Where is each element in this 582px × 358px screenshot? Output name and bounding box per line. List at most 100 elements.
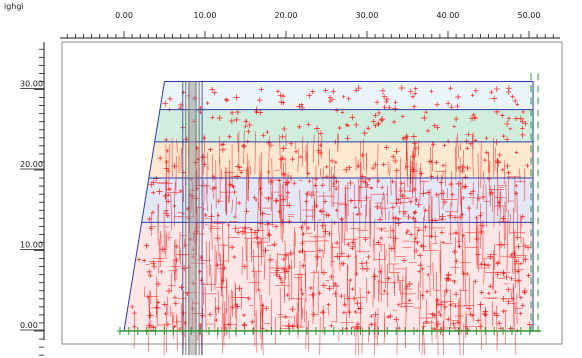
stress-line-v <box>246 167 248 201</box>
base-fixity-mark <box>482 327 489 335</box>
plastic-point <box>412 145 419 152</box>
stress-line-v <box>477 153 480 202</box>
stress-line-v <box>438 194 440 220</box>
plastic-point <box>465 272 470 277</box>
stress-line-v <box>215 251 217 284</box>
plastic-point <box>234 173 241 180</box>
plastic-point <box>392 235 399 242</box>
top-ruler: 0.00 10.00 20.00 30.00 40.00 50.00 <box>60 11 560 39</box>
plastic-point <box>364 260 369 266</box>
stress-line-v <box>293 315 295 330</box>
plastic-point <box>484 150 489 155</box>
plastic-point <box>353 309 358 314</box>
stress-line-v <box>347 265 349 312</box>
plastic-point <box>400 114 405 119</box>
plastic-point <box>365 182 370 187</box>
plastic-point <box>297 124 302 130</box>
plastic-point <box>173 257 180 263</box>
plastic-point <box>472 115 478 121</box>
plastic-point <box>456 166 461 170</box>
plastic-point <box>287 180 291 185</box>
plastic-point <box>254 110 259 115</box>
plastic-point <box>214 234 221 242</box>
plastic-point <box>455 180 462 188</box>
base-fixity-mark <box>410 327 417 335</box>
plastic-point <box>154 304 160 310</box>
layer-2-fill <box>154 109 534 142</box>
plastic-point <box>286 202 293 209</box>
plastic-point <box>357 211 363 217</box>
plastic-point <box>434 192 440 198</box>
plastic-point <box>147 312 154 319</box>
plastic-point <box>412 187 417 192</box>
plastic-point <box>280 93 286 99</box>
plastic-point <box>392 158 399 164</box>
plastic-point <box>514 184 518 188</box>
plastic-point <box>282 172 287 177</box>
plastic-point <box>157 155 163 161</box>
plastic-point <box>466 305 472 312</box>
plastic-point <box>353 205 358 210</box>
plastic-point <box>404 164 409 169</box>
plastic-point <box>354 271 359 276</box>
plastic-point <box>442 304 448 310</box>
plastic-point <box>183 321 187 325</box>
plastic-point <box>462 233 466 238</box>
plastic-point <box>344 135 351 142</box>
plastic-point <box>171 163 178 170</box>
base-fixity-mark <box>295 327 302 335</box>
plastic-point <box>167 96 173 102</box>
plastic-point <box>341 261 346 266</box>
plastic-point <box>346 96 351 102</box>
plastic-point <box>258 220 264 227</box>
base-fixity-mark <box>232 327 239 335</box>
plastic-point <box>451 321 456 327</box>
stress-line-v <box>258 188 260 211</box>
stress-line-v <box>206 241 208 286</box>
plastic-point <box>492 311 497 316</box>
plastic-point <box>233 215 237 219</box>
plastic-point <box>266 169 271 175</box>
plastic-point <box>383 95 391 103</box>
plastic-point <box>363 236 369 242</box>
stress-line-v <box>406 137 408 176</box>
plastic-point <box>313 183 318 188</box>
stress-line-v <box>230 289 232 330</box>
plastic-point <box>383 144 390 150</box>
plastic-point <box>346 164 353 171</box>
plastic-point <box>520 213 526 220</box>
plastic-point <box>346 123 350 128</box>
layer-4-fill <box>141 178 534 223</box>
plastic-point <box>164 208 169 213</box>
plastic-point <box>503 274 510 280</box>
plastic-point <box>273 224 279 229</box>
plastic-point <box>159 246 167 253</box>
plastic-point <box>460 212 465 216</box>
stress-line-v <box>479 203 482 249</box>
stress-line-v <box>234 281 236 319</box>
plastic-point <box>319 222 326 229</box>
plastic-point <box>506 170 511 176</box>
plastic-point <box>200 313 206 319</box>
plastic-point <box>274 273 279 277</box>
plastic-point <box>232 225 239 232</box>
plastic-point <box>370 165 376 171</box>
stress-line-v <box>507 175 510 204</box>
plastic-point <box>487 253 494 260</box>
plastic-point <box>435 301 441 307</box>
stress-line-v <box>432 262 434 291</box>
plastic-point <box>520 302 526 308</box>
stress-line-v <box>279 135 281 169</box>
stress-line-v <box>270 177 272 212</box>
plastic-point <box>236 285 243 292</box>
left-tick-label: 30.00 <box>20 80 43 89</box>
pile-element[interactable] <box>182 81 203 356</box>
plastic-point <box>318 130 324 136</box>
plastic-point <box>479 262 484 267</box>
stress-line-v <box>158 238 160 274</box>
plastic-point <box>166 193 171 197</box>
base-fixity-mark <box>241 327 248 335</box>
plastic-point <box>309 291 316 298</box>
plastic-point <box>242 263 248 270</box>
